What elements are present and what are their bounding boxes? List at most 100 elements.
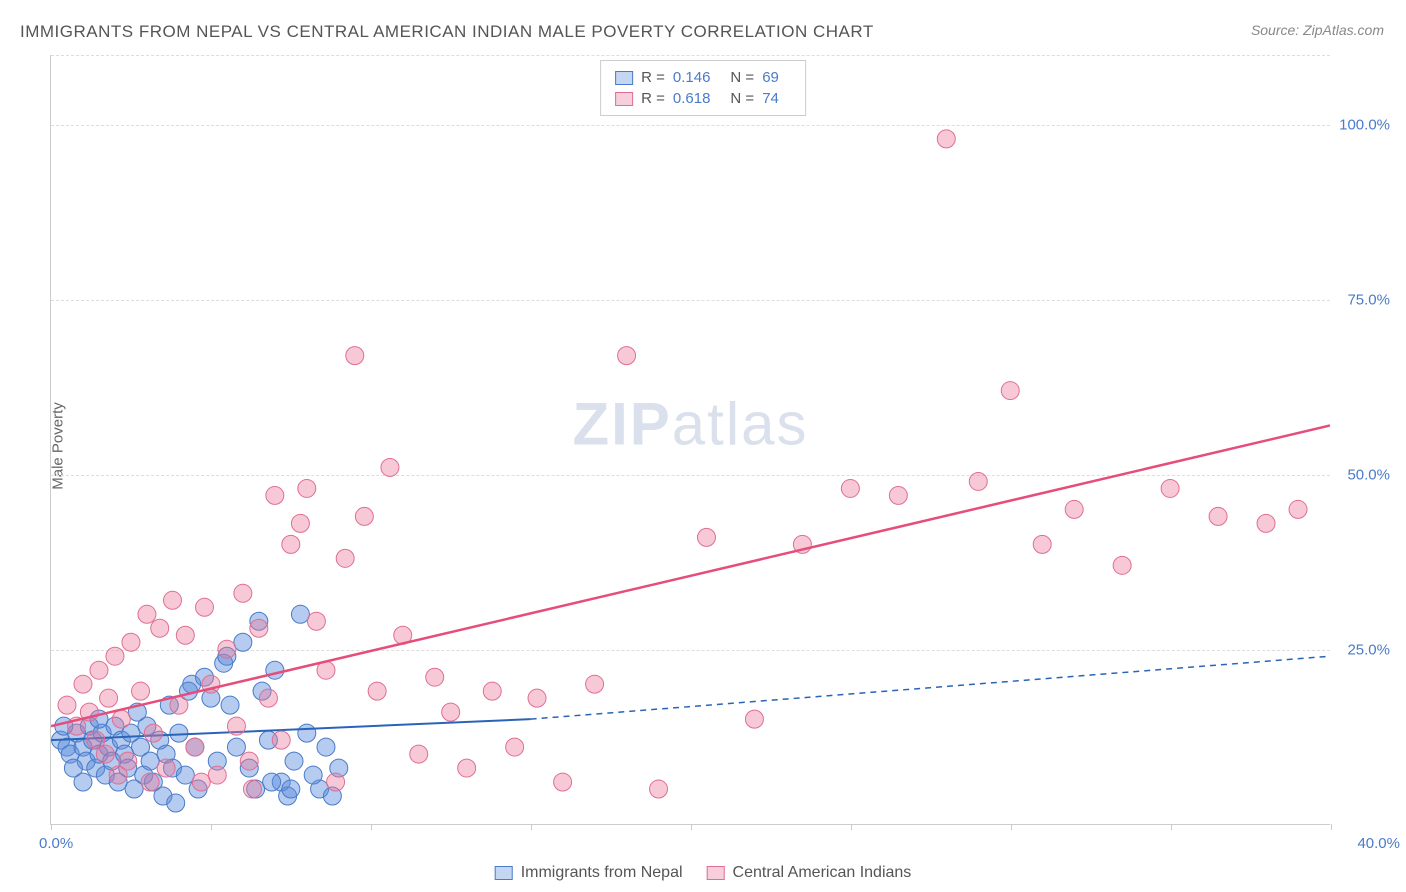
- plot-area: ZIPatlas 0.0% 40.0% 25.0%50.0%75.0%100.0…: [50, 55, 1330, 825]
- data-point: [368, 682, 386, 700]
- data-point: [291, 605, 309, 623]
- data-point: [355, 507, 373, 525]
- scatter-svg: [51, 55, 1330, 824]
- x-tick: [1171, 824, 1172, 830]
- data-point: [285, 752, 303, 770]
- data-point: [336, 549, 354, 567]
- data-point: [218, 640, 236, 658]
- data-point: [164, 591, 182, 609]
- x-tick: [691, 824, 692, 830]
- n-label: N =: [730, 69, 754, 86]
- x-tick: [211, 824, 212, 830]
- n-value: 74: [762, 90, 779, 107]
- trend-line: [51, 426, 1330, 727]
- data-point: [528, 689, 546, 707]
- x-tick: [851, 824, 852, 830]
- data-point: [259, 689, 277, 707]
- y-tick-label: 75.0%: [1347, 292, 1390, 309]
- data-point: [282, 780, 300, 798]
- data-point: [483, 682, 501, 700]
- data-point: [240, 752, 258, 770]
- legend-swatch: [615, 71, 633, 85]
- data-point: [1033, 535, 1051, 553]
- x-tick: [531, 824, 532, 830]
- legend-label: Immigrants from Nepal: [521, 864, 683, 882]
- data-point: [745, 710, 763, 728]
- data-point: [266, 661, 284, 679]
- data-point: [90, 661, 108, 679]
- legend-swatch: [615, 92, 633, 106]
- y-tick-label: 100.0%: [1339, 117, 1390, 134]
- data-point: [1161, 479, 1179, 497]
- data-point: [889, 486, 907, 504]
- data-point: [263, 773, 281, 791]
- data-point: [186, 738, 204, 756]
- data-point: [291, 514, 309, 532]
- data-point: [426, 668, 444, 686]
- data-point: [109, 766, 127, 784]
- y-tick-label: 50.0%: [1347, 467, 1390, 484]
- data-point: [250, 619, 268, 637]
- legend-item: Central American Indians: [707, 864, 912, 882]
- data-point: [1289, 500, 1307, 518]
- data-point: [650, 780, 668, 798]
- data-point: [58, 696, 76, 714]
- r-value: 0.146: [673, 69, 711, 86]
- data-point: [192, 773, 210, 791]
- data-point: [138, 605, 156, 623]
- legend-swatch: [495, 866, 513, 880]
- x-axis-max-label: 40.0%: [1357, 835, 1400, 852]
- data-point: [141, 752, 159, 770]
- trend-line-extension: [531, 656, 1330, 719]
- data-point: [298, 724, 316, 742]
- legend-series: Immigrants from Nepal Central American In…: [495, 864, 912, 882]
- data-point: [1209, 507, 1227, 525]
- data-point: [106, 647, 124, 665]
- data-point: [96, 745, 114, 763]
- x-tick: [1011, 824, 1012, 830]
- data-point: [221, 696, 239, 714]
- data-point: [282, 535, 300, 553]
- data-point: [74, 675, 92, 693]
- data-point: [144, 724, 162, 742]
- source-attribution: Source: ZipAtlas.com: [1251, 22, 1384, 38]
- data-point: [307, 612, 325, 630]
- data-point: [697, 528, 715, 546]
- data-point: [317, 738, 335, 756]
- data-point: [458, 759, 476, 777]
- data-point: [554, 773, 572, 791]
- x-axis-min-label: 0.0%: [39, 835, 73, 852]
- data-point: [208, 766, 226, 784]
- chart-title: IMMIGRANTS FROM NEPAL VS CENTRAL AMERICA…: [20, 22, 874, 42]
- legend-swatch: [707, 866, 725, 880]
- data-point: [266, 486, 284, 504]
- data-point: [327, 773, 345, 791]
- data-point: [298, 479, 316, 497]
- data-point: [122, 633, 140, 651]
- data-point: [1001, 382, 1019, 400]
- n-value: 69: [762, 69, 779, 86]
- data-point: [586, 675, 604, 693]
- data-point: [227, 738, 245, 756]
- data-point: [506, 738, 524, 756]
- x-tick: [51, 824, 52, 830]
- data-point: [112, 710, 130, 728]
- data-point: [64, 759, 82, 777]
- data-point: [304, 766, 322, 784]
- legend-stats: R =0.146N =69R =0.618N =74: [600, 60, 806, 116]
- data-point: [167, 794, 185, 812]
- data-point: [1113, 556, 1131, 574]
- r-value: 0.618: [673, 90, 711, 107]
- chart-container: IMMIGRANTS FROM NEPAL VS CENTRAL AMERICA…: [0, 0, 1406, 892]
- data-point: [346, 347, 364, 365]
- data-point: [937, 130, 955, 148]
- data-point: [272, 731, 290, 749]
- legend-stat-row: R =0.146N =69: [615, 67, 791, 88]
- data-point: [151, 619, 169, 637]
- y-tick-label: 25.0%: [1347, 642, 1390, 659]
- data-point: [176, 766, 194, 784]
- data-point: [100, 689, 118, 707]
- data-point: [1257, 514, 1275, 532]
- data-point: [234, 584, 252, 602]
- legend-stat-row: R =0.618N =74: [615, 88, 791, 109]
